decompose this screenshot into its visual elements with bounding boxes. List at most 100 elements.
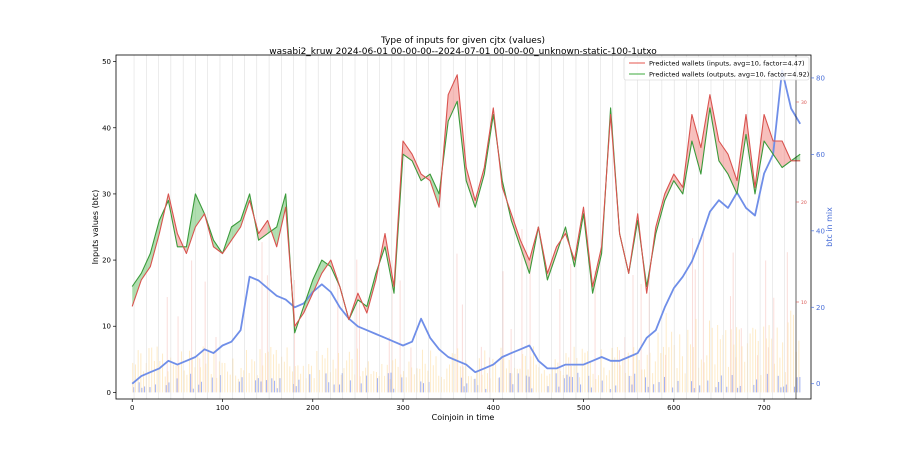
bg-bar-blue — [474, 378, 476, 393]
bg-bar-yellow — [278, 363, 280, 393]
bg-bar-yellow — [560, 370, 562, 393]
difference-fill-segment — [673, 174, 683, 194]
bg-bar-yellow — [191, 357, 193, 393]
y2-axis-ticks: 0 20 40 60 80 — [811, 74, 825, 388]
x-tick-label: 600 — [667, 404, 680, 412]
y3-tick-label: 10 — [801, 300, 807, 306]
series-line-btc-in-mix — [131, 69, 801, 385]
bg-bar-yellow — [535, 364, 537, 393]
bg-bar-yellow — [240, 367, 242, 393]
difference-fill-segment — [764, 114, 774, 155]
y3-tick-label: 30 — [801, 100, 807, 106]
bg-bar-blue — [726, 386, 728, 393]
bg-bar-blue — [766, 373, 768, 393]
bg-bar-yellow — [733, 344, 735, 393]
bg-bar-yellow — [373, 371, 375, 393]
bg-bar-yellow — [676, 368, 678, 393]
bg-bar-yellow — [684, 373, 686, 393]
bg-bar-yellow — [600, 349, 602, 393]
bg-bar-yellow — [370, 373, 372, 393]
bg-bar-yellow — [197, 356, 199, 393]
bg-bar-yellow — [714, 364, 716, 393]
bg-bar-pink — [199, 358, 201, 393]
bg-bar-yellow — [308, 364, 310, 393]
difference-fill-segment — [448, 74, 458, 122]
bg-bar-yellow — [622, 357, 624, 393]
bg-bar-yellow — [665, 312, 667, 393]
bg-bar-yellow — [508, 359, 510, 393]
bg-bar-blue — [547, 386, 549, 393]
bg-bar-blue — [699, 385, 701, 393]
bg-bar-yellow — [503, 355, 505, 393]
bg-bar-blue — [366, 375, 368, 393]
bg-bar-blue — [341, 373, 343, 393]
bg-bar-yellow — [478, 358, 480, 393]
y-tick-label: 40 — [102, 124, 111, 132]
bg-bar-yellow — [199, 367, 201, 393]
bg-bar-yellow — [497, 378, 499, 393]
bg-bar-yellow — [427, 370, 429, 393]
bg-bar-blue — [257, 378, 259, 393]
bg-bar-yellow — [286, 347, 288, 393]
bg-bar-yellow — [375, 372, 377, 393]
bg-bar-yellow — [281, 356, 283, 393]
bg-bar-yellow — [378, 376, 380, 393]
bg-bar-pink — [735, 357, 737, 393]
bg-bar-yellow — [327, 347, 329, 393]
bg-bar-blue — [731, 375, 733, 393]
bg-bar-pink — [502, 271, 504, 393]
bg-bar-yellow — [289, 366, 291, 393]
bg-bar-blue — [531, 388, 533, 393]
bg-bar-yellow — [403, 371, 405, 393]
bg-bar-yellow — [468, 376, 470, 393]
y3-tick-label: 20 — [801, 200, 807, 206]
difference-fill-segment — [782, 141, 792, 168]
bg-bar-yellow — [324, 358, 326, 393]
bg-bar-yellow — [738, 329, 740, 393]
bg-bar-yellow — [310, 365, 312, 393]
y2-tick-label: 40 — [816, 227, 825, 235]
bg-bar-yellow — [178, 364, 180, 393]
difference-fill-segment — [664, 174, 674, 201]
bg-bar-blue — [601, 380, 603, 393]
bg-bar-yellow — [668, 347, 670, 393]
bg-bar-yellow — [703, 362, 705, 393]
bg-bar-blue — [265, 380, 267, 393]
bg-bar-yellow — [470, 376, 472, 393]
bg-bar-yellow — [554, 359, 556, 393]
bg-bar-yellow — [757, 340, 759, 393]
y-tick-label: 0 — [107, 389, 111, 397]
difference-fill-segment — [177, 233, 187, 254]
bg-bar-yellow — [717, 325, 719, 393]
bg-bar-yellow — [440, 376, 442, 393]
difference-fill-segment — [430, 174, 440, 208]
bg-bar-yellow — [709, 320, 711, 393]
bg-bar-yellow — [411, 367, 413, 393]
chart-title: Type of inputs for given cjtx (values) — [380, 36, 545, 46]
bg-bar-yellow — [486, 373, 488, 393]
bg-bar-yellow — [208, 349, 210, 393]
bg-bar-yellow — [473, 379, 475, 393]
bg-bar-yellow — [671, 331, 673, 393]
bg-bar-pink — [594, 270, 596, 393]
bg-bar-pink — [215, 336, 217, 393]
bg-bar-yellow — [630, 375, 632, 393]
bg-bar-blue — [241, 377, 243, 393]
bg-bar-yellow — [752, 327, 754, 393]
bg-bar-yellow — [541, 373, 543, 393]
bg-bar-yellow — [430, 350, 432, 393]
bg-bar-yellow — [340, 374, 342, 393]
bg-bar-blue — [647, 386, 649, 393]
bg-bar-yellow — [776, 327, 778, 393]
bg-bar-blue — [753, 384, 755, 393]
bg-bar-pink — [521, 229, 523, 393]
bg-bar-blue — [498, 377, 500, 393]
bg-bar-blue — [390, 372, 392, 393]
y2-tick-label: 0 — [816, 380, 820, 388]
bg-bar-blue — [168, 382, 170, 393]
bg-bar-blue — [777, 375, 779, 393]
bg-bar-yellow — [351, 358, 353, 393]
bg-bar-blue — [325, 373, 327, 393]
bg-bar-blue — [309, 374, 311, 393]
bg-bar-yellow — [435, 356, 437, 393]
